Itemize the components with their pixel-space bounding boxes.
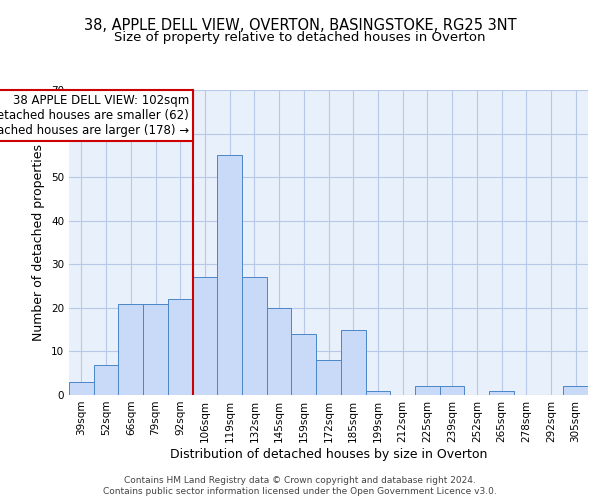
Bar: [440, 386, 464, 395]
X-axis label: Distribution of detached houses by size in Overton: Distribution of detached houses by size …: [170, 448, 487, 460]
Bar: [292, 334, 316, 395]
Bar: [341, 330, 365, 395]
Bar: [563, 386, 588, 395]
Text: 38 APPLE DELL VIEW: 102sqm
← 25% of detached houses are smaller (62)
72% of semi: 38 APPLE DELL VIEW: 102sqm ← 25% of deta…: [0, 94, 189, 138]
Bar: [489, 390, 514, 395]
Text: Contains public sector information licensed under the Open Government Licence v3: Contains public sector information licen…: [103, 487, 497, 496]
Bar: [94, 364, 118, 395]
Bar: [316, 360, 341, 395]
Y-axis label: Number of detached properties: Number of detached properties: [32, 144, 46, 341]
Bar: [193, 278, 217, 395]
Bar: [118, 304, 143, 395]
Bar: [415, 386, 440, 395]
Bar: [267, 308, 292, 395]
Bar: [242, 278, 267, 395]
Bar: [217, 156, 242, 395]
Bar: [365, 390, 390, 395]
Text: 38, APPLE DELL VIEW, OVERTON, BASINGSTOKE, RG25 3NT: 38, APPLE DELL VIEW, OVERTON, BASINGSTOK…: [83, 18, 517, 32]
Bar: [143, 304, 168, 395]
Text: Contains HM Land Registry data © Crown copyright and database right 2024.: Contains HM Land Registry data © Crown c…: [124, 476, 476, 485]
Bar: [69, 382, 94, 395]
Bar: [168, 299, 193, 395]
Text: Size of property relative to detached houses in Overton: Size of property relative to detached ho…: [114, 31, 486, 44]
